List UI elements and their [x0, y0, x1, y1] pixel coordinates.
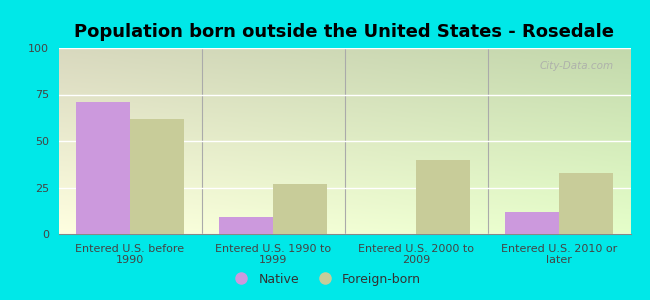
Bar — [416, 160, 471, 234]
Text: City-Data.com: City-Data.com — [540, 61, 614, 71]
Bar — [75, 102, 130, 234]
Bar — [504, 212, 559, 234]
Bar — [218, 217, 273, 234]
Bar — [559, 172, 614, 234]
Bar — [130, 119, 185, 234]
Bar — [273, 184, 328, 234]
Title: Population born outside the United States - Rosedale: Population born outside the United State… — [75, 23, 614, 41]
Legend: Native, Foreign-born: Native, Foreign-born — [224, 268, 426, 291]
